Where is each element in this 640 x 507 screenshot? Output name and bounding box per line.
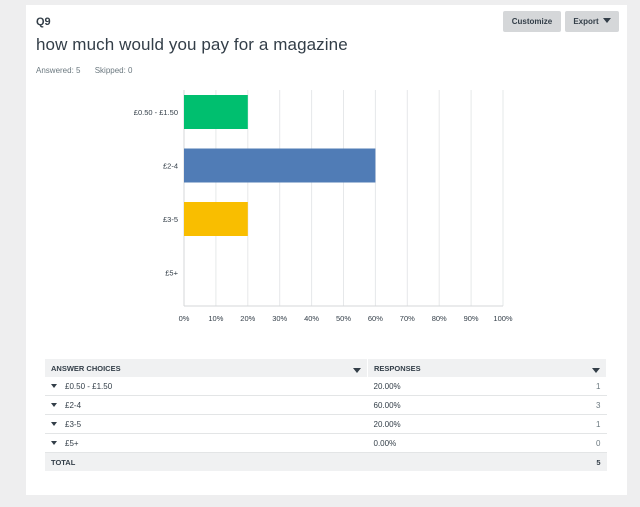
x-tick-label: 10% [208, 314, 223, 323]
category-label: £3-5 [163, 215, 178, 224]
expand-caret-icon [51, 421, 57, 426]
x-tick-label: 60% [368, 314, 383, 323]
response-stats: Answered: 5 Skipped: 0 [36, 66, 133, 75]
export-button[interactable]: Export [565, 11, 619, 32]
x-tick-label: 100% [493, 314, 513, 323]
total-row: TOTAL 5 [45, 452, 607, 471]
choice-label: £2-4 [65, 400, 82, 410]
response-count: 1 [535, 414, 607, 434]
responses-header[interactable]: RESPONSES [367, 359, 607, 377]
x-tick-label: 0% [179, 314, 190, 323]
total-label: TOTAL [45, 452, 536, 471]
bar [184, 148, 376, 183]
category-label: £2-4 [163, 162, 178, 171]
bar-chart: 0% 10% 20% 30% 40% 50% 60% 70% 80% 90% 100% £0.50 -… [134, 90, 513, 323]
customize-button-label: Customize [511, 17, 553, 26]
choice-label: £3-5 [65, 419, 82, 429]
x-tick-label: 70% [400, 314, 415, 323]
bar [184, 95, 248, 129]
answered-count: Answered: 5 [36, 66, 81, 75]
question-number: Q9 [36, 16, 51, 28]
sort-caret-icon [353, 367, 361, 373]
x-tick-label: 80% [432, 314, 447, 323]
x-tick-label: 40% [304, 314, 319, 323]
response-percent: 60.00% [367, 395, 536, 415]
category-label: £5+ [165, 269, 178, 278]
table-row: £0.50 - £1.50 20.00% 1 [45, 377, 607, 396]
customize-button[interactable]: Customize [503, 11, 561, 32]
question-card: Q9 how much would you pay for a magazine… [26, 5, 627, 495]
caret-down-icon [602, 18, 611, 23]
choice-label: £0.50 - £1.50 [65, 381, 113, 391]
response-percent: 20.00% [367, 414, 536, 434]
question-title: how much would you pay for a magazine [36, 35, 348, 54]
response-percent: 0.00% [367, 433, 536, 453]
x-tick-label: 50% [336, 314, 351, 323]
bar [184, 202, 248, 236]
category-label: £0.50 - £1.50 [134, 108, 178, 117]
response-count: 0 [535, 433, 607, 453]
x-tick-label: 90% [464, 314, 479, 323]
response-count: 1 [535, 377, 607, 396]
export-button-label: Export [573, 17, 599, 26]
x-tick-label: 30% [272, 314, 287, 323]
skipped-count: Skipped: 0 [94, 66, 133, 75]
table-row: £5+ 0.00% 0 [45, 433, 607, 453]
table-row: £2-4 60.00% 3 [45, 395, 607, 415]
total-value: 5 [535, 452, 607, 471]
responses-table: ANSWER CHOICES RESPONSES £0.50 - £1.50 2… [45, 359, 607, 471]
answer-choices-header[interactable]: ANSWER CHOICES [45, 359, 368, 377]
choice-label: £5+ [65, 438, 79, 448]
response-percent: 20.00% [367, 377, 536, 396]
expand-caret-icon [51, 440, 57, 445]
expand-caret-icon [51, 402, 57, 407]
table-row: £3-5 20.00% 1 [45, 414, 607, 434]
x-tick-label: 20% [240, 314, 255, 323]
expand-caret-icon [51, 383, 57, 388]
sort-caret-icon [592, 367, 600, 373]
response-count: 3 [535, 395, 607, 415]
